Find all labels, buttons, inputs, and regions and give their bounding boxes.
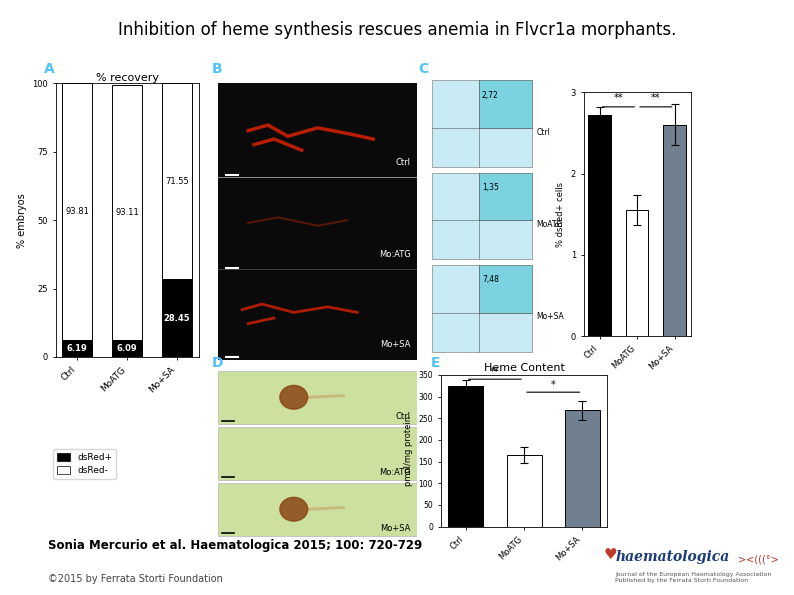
Y-axis label: pmol/mg protein: pmol/mg protein: [404, 416, 413, 486]
Bar: [218, 178, 417, 269]
Text: 6.19: 6.19: [67, 344, 87, 353]
Text: Sonia Mercurio et al. Haematologica 2015; 100: 720-729: Sonia Mercurio et al. Haematologica 2015…: [48, 539, 422, 552]
Text: D: D: [212, 356, 223, 370]
Text: Ctrl: Ctrl: [396, 158, 411, 167]
Bar: [588, 115, 611, 336]
Bar: [432, 265, 532, 352]
Bar: [162, 279, 192, 357]
Text: B: B: [212, 62, 222, 77]
Text: ©2015 by Ferrata Storti Foundation: ©2015 by Ferrata Storti Foundation: [48, 574, 222, 584]
Text: 93.11: 93.11: [115, 208, 139, 217]
Bar: [218, 83, 417, 177]
Circle shape: [280, 497, 308, 521]
Text: Ctrl: Ctrl: [396, 412, 411, 421]
Bar: [449, 386, 484, 527]
Y-axis label: % embryos: % embryos: [17, 193, 27, 248]
Text: 6.09: 6.09: [117, 344, 137, 353]
Text: A: A: [44, 62, 55, 77]
Text: 28.45: 28.45: [164, 314, 191, 322]
Text: 2,72: 2,72: [482, 90, 499, 100]
Bar: [112, 340, 142, 357]
Text: ><(((°>: ><(((°>: [738, 554, 779, 564]
Text: **: **: [490, 367, 499, 377]
Text: Journal of the European Haematology Association: Journal of the European Haematology Asso…: [615, 572, 772, 577]
Text: E: E: [431, 356, 441, 370]
Bar: [218, 427, 417, 480]
Text: MoATG: MoATG: [536, 220, 563, 229]
Bar: [664, 125, 686, 336]
Text: Ctrl: Ctrl: [536, 128, 550, 137]
Text: ♥: ♥: [603, 547, 617, 562]
Text: Inhibition of heme synthesis rescues anemia in Flvcr1a morphants.: Inhibition of heme synthesis rescues ane…: [118, 21, 676, 39]
Text: 93.81: 93.81: [65, 207, 89, 216]
Bar: [479, 265, 532, 312]
Bar: [218, 371, 417, 424]
Bar: [626, 210, 649, 336]
Circle shape: [280, 386, 308, 409]
Title: Heme Content: Heme Content: [484, 363, 565, 372]
Legend: dsRed+, dsRed-: dsRed+, dsRed-: [53, 449, 116, 479]
Text: *: *: [551, 380, 556, 390]
Text: Mo+SA: Mo+SA: [536, 312, 564, 321]
Bar: [62, 340, 92, 357]
Text: **: **: [614, 93, 623, 103]
Bar: [432, 80, 532, 167]
Bar: [112, 86, 142, 340]
Text: Mo:ATG: Mo:ATG: [380, 250, 411, 259]
Bar: [218, 269, 417, 360]
Y-axis label: % dsRed+ cells: % dsRed+ cells: [556, 181, 565, 247]
Text: Mo:ATG: Mo:ATG: [380, 468, 411, 477]
Text: Mo+SA: Mo+SA: [380, 524, 411, 533]
Text: C: C: [418, 62, 429, 77]
Text: haematologica: haematologica: [615, 550, 730, 564]
Text: 7,48: 7,48: [482, 275, 499, 284]
Bar: [479, 173, 532, 220]
Bar: [218, 483, 417, 536]
Bar: [432, 173, 532, 259]
Bar: [565, 411, 599, 527]
Bar: [479, 80, 532, 128]
Text: **: **: [651, 93, 661, 103]
Bar: [62, 83, 92, 340]
Bar: [162, 83, 192, 279]
Text: Published by the Ferrata Storti Foundation: Published by the Ferrata Storti Foundati…: [615, 578, 749, 583]
Text: Mo+SA: Mo+SA: [380, 340, 411, 349]
Text: 1,35: 1,35: [482, 183, 499, 192]
Text: 71.55: 71.55: [165, 177, 189, 186]
Title: % recovery: % recovery: [95, 73, 159, 83]
Bar: [507, 455, 542, 527]
